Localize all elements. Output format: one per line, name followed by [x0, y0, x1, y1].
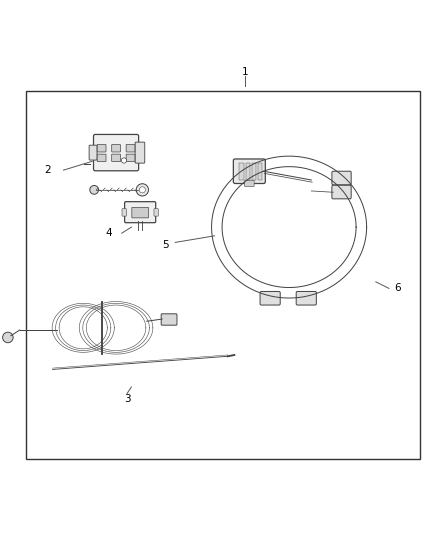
Bar — [26, 91, 420, 459]
Text: 6: 6 — [394, 284, 401, 293]
Text: 4: 4 — [105, 228, 112, 238]
FancyBboxPatch shape — [154, 209, 159, 216]
Circle shape — [139, 187, 145, 193]
FancyBboxPatch shape — [89, 145, 97, 160]
Circle shape — [3, 332, 13, 343]
Bar — [252, 163, 256, 180]
FancyBboxPatch shape — [126, 154, 135, 161]
Text: 3: 3 — [124, 394, 131, 404]
FancyBboxPatch shape — [260, 292, 280, 305]
FancyBboxPatch shape — [135, 142, 145, 163]
FancyBboxPatch shape — [94, 134, 138, 171]
FancyBboxPatch shape — [233, 159, 265, 183]
FancyBboxPatch shape — [332, 185, 351, 199]
Text: 2: 2 — [44, 165, 51, 175]
Circle shape — [121, 158, 127, 163]
FancyBboxPatch shape — [122, 209, 127, 216]
FancyBboxPatch shape — [97, 154, 106, 161]
Circle shape — [136, 184, 148, 196]
FancyBboxPatch shape — [161, 314, 177, 325]
FancyBboxPatch shape — [244, 181, 254, 187]
FancyBboxPatch shape — [332, 171, 351, 185]
Bar — [240, 163, 244, 180]
FancyBboxPatch shape — [112, 144, 120, 152]
Circle shape — [90, 185, 99, 194]
FancyBboxPatch shape — [132, 207, 148, 218]
FancyBboxPatch shape — [124, 201, 156, 223]
Text: 1: 1 — [242, 67, 249, 77]
Text: 5: 5 — [162, 240, 169, 251]
Bar — [258, 163, 262, 180]
FancyBboxPatch shape — [126, 144, 135, 152]
FancyBboxPatch shape — [97, 144, 106, 152]
FancyBboxPatch shape — [296, 292, 316, 305]
FancyBboxPatch shape — [112, 154, 120, 161]
Bar — [246, 163, 250, 180]
